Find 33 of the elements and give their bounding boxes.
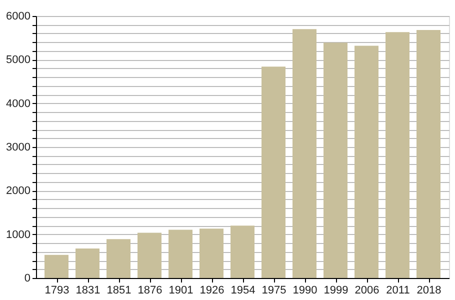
x-tick-label: 2018 xyxy=(416,284,442,296)
y-tick-label: 6000 xyxy=(6,10,30,22)
bar xyxy=(138,232,162,278)
y-tick-label: 3000 xyxy=(6,142,30,154)
bar xyxy=(230,226,254,278)
bar xyxy=(416,30,440,278)
x-tick-label: 1831 xyxy=(76,284,100,296)
bar xyxy=(292,29,316,278)
y-tick-label: 0 xyxy=(24,272,30,284)
y-tick-label: 1000 xyxy=(6,228,30,241)
bar xyxy=(324,42,348,278)
y-tick-label: 2000 xyxy=(6,185,30,198)
y-tick-label: 4000 xyxy=(6,98,30,110)
bar xyxy=(106,239,130,278)
x-tick-label: 1975 xyxy=(262,284,286,296)
y-tick-label: 5000 xyxy=(6,54,30,66)
bar xyxy=(386,32,410,278)
x-tick-label: 2011 xyxy=(386,284,410,296)
bar xyxy=(354,46,378,278)
bar xyxy=(200,228,224,278)
x-tick-label: 2006 xyxy=(354,284,380,296)
bar xyxy=(262,66,286,278)
bar xyxy=(76,248,100,278)
x-tick-label: 1926 xyxy=(200,284,224,296)
x-tick-label: 1999 xyxy=(324,284,348,296)
x-tick-label: 1793 xyxy=(44,284,70,296)
x-tick-label: 1901 xyxy=(168,284,194,296)
x-tick-label: 1876 xyxy=(138,284,162,296)
x-tick-label: 1990 xyxy=(292,284,318,296)
x-tick-label: 1954 xyxy=(230,284,256,296)
x-tick-label: 1851 xyxy=(106,284,132,296)
bar xyxy=(168,230,192,278)
bar xyxy=(44,254,68,278)
